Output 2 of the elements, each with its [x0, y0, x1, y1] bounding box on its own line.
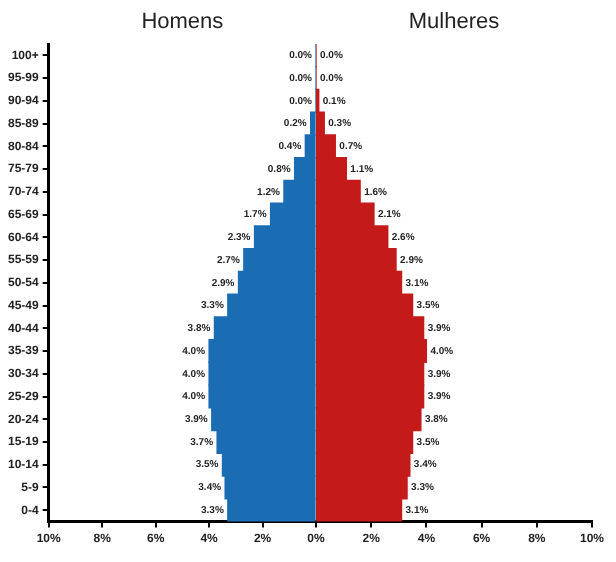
chart-title: Mulheres	[408, 10, 501, 35]
chart-title: Homens	[141, 10, 225, 35]
